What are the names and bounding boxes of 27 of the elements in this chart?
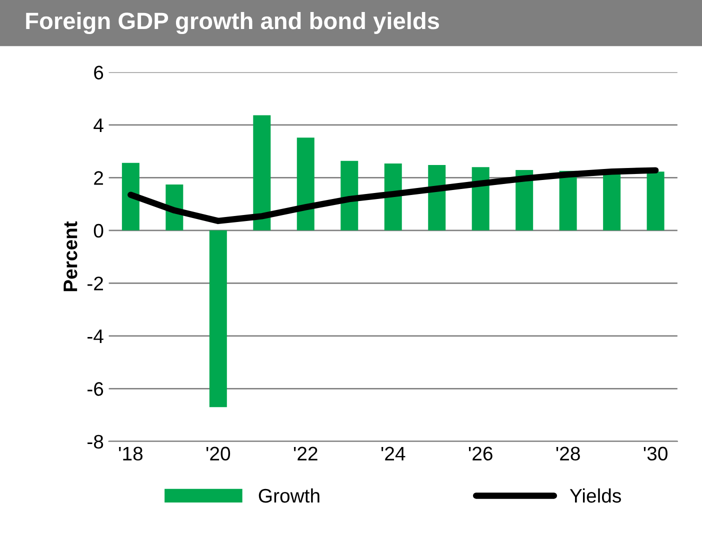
y-tick-label: 0 <box>94 224 104 238</box>
bar <box>296 138 314 230</box>
legend-label: Yields <box>570 488 621 503</box>
y-tick-label: 6 <box>94 66 104 80</box>
legend-label: Growth <box>258 488 320 503</box>
y-tick-label: -2 <box>88 276 103 290</box>
x-tick-label: '18 <box>119 446 143 461</box>
y-tick-label: -4 <box>88 330 104 343</box>
x-tick-label: '20 <box>206 446 230 461</box>
bar <box>253 115 271 230</box>
bar <box>384 163 402 230</box>
y-axis-title: Percent <box>64 221 78 292</box>
x-tick-label: '30 <box>644 446 668 461</box>
bar <box>646 172 664 230</box>
bar <box>340 160 358 230</box>
bar <box>428 165 446 230</box>
y-tick-label: 4 <box>94 118 104 132</box>
y-tick-label: -6 <box>88 382 104 396</box>
bar <box>122 162 140 230</box>
bar <box>209 230 227 408</box>
x-tick-label: '22 <box>294 446 318 460</box>
x-tick-label: '26 <box>468 446 492 461</box>
y-tick-label: -8 <box>88 434 104 449</box>
x-tick-label: '28 <box>556 446 580 461</box>
y-tick-label: 2 <box>94 171 103 185</box>
x-tick-label: '24 <box>381 446 406 460</box>
chart-title: Foreign GDP growth and bond yields <box>26 12 440 34</box>
